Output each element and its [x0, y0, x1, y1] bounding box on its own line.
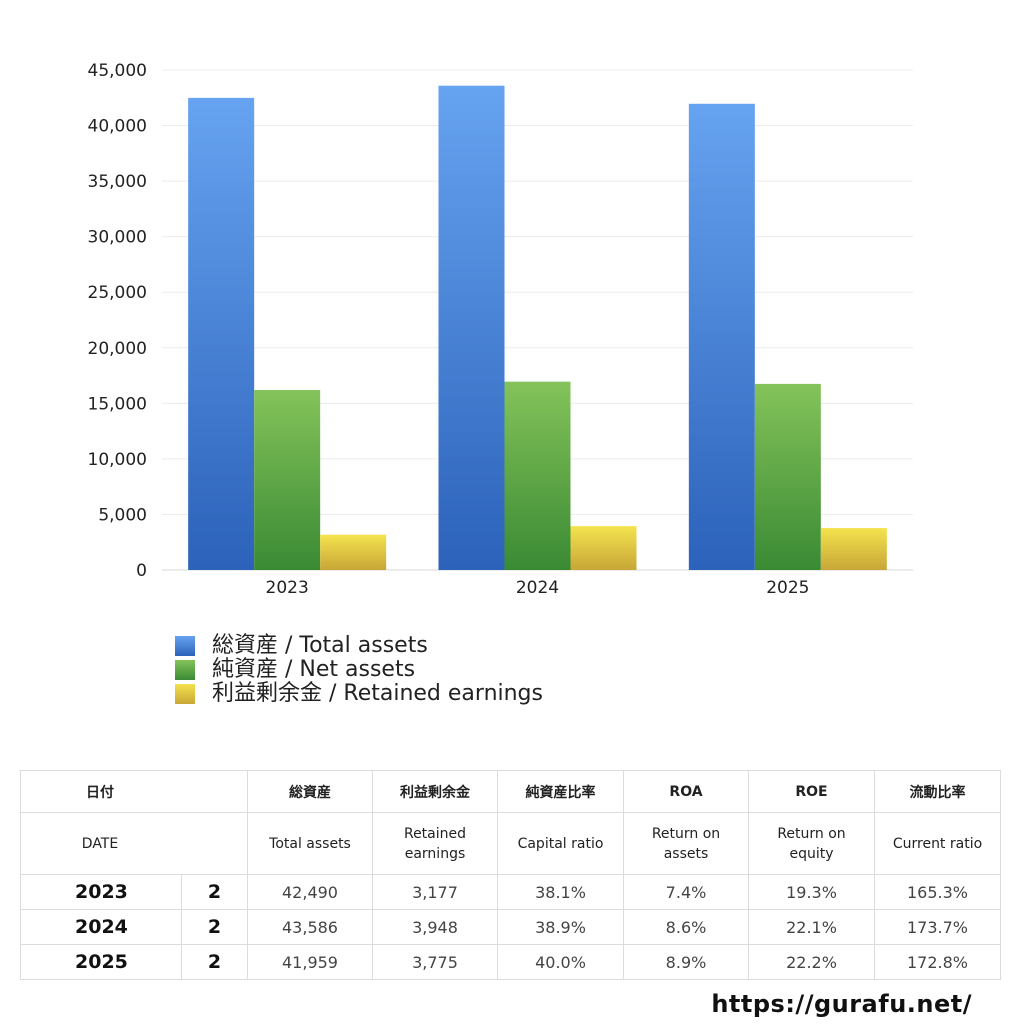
- table-row: 2025 2 41,959 3,775 40.0% 8.9% 22.2% 172…: [20, 944, 1001, 980]
- row-roa: 8.9%: [623, 944, 749, 980]
- legend-swatch-total-assets: [175, 636, 195, 656]
- row-period: 2: [181, 944, 248, 980]
- y-axis-ticks: 0 5,000 10,000 15,000 20,000 25,000 30,000 35,0…: [88, 61, 147, 581]
- y-tick-label: 0: [136, 561, 147, 581]
- y-tick-label: 45,000: [88, 61, 147, 81]
- row-roe: 19.3%: [748, 874, 875, 910]
- x-tick-label: 2023: [266, 578, 309, 598]
- row-capital-ratio: 40.0%: [497, 944, 624, 980]
- header-date-ja: 日付: [20, 770, 248, 813]
- bar-net-assets-2023: [254, 390, 321, 570]
- y-tick-label: 5,000: [98, 505, 147, 525]
- bar-net-assets-2025: [754, 383, 821, 570]
- metrics-table: 日付 総資産 利益剰余金 純資産比率 ROA ROE 流動比率 DATE Tot…: [20, 770, 1001, 980]
- table-header-en: DATE Total assets Retained earnings Capi…: [20, 812, 1001, 875]
- header-current-ratio-ja: 流動比率: [874, 770, 1001, 813]
- header-retained-en: Retained earnings: [372, 812, 498, 875]
- row-capital-ratio: 38.9%: [497, 909, 624, 945]
- x-tick-label: 2024: [516, 578, 559, 598]
- header-capital-ratio-en: Capital ratio: [497, 812, 624, 875]
- bar-total-assets-2025: [688, 103, 755, 571]
- row-year: 2025: [20, 944, 182, 980]
- y-tick-label: 30,000: [88, 228, 147, 248]
- bar-total-assets-2023: [188, 97, 255, 570]
- header-roe-en: Return on equity: [748, 812, 875, 875]
- legend-label-total-assets: 総資産 / Total assets: [212, 633, 428, 658]
- header-current-ratio-en: Current ratio: [874, 812, 1001, 875]
- header-roa-ja: ROA: [623, 770, 749, 813]
- y-tick-label: 15,000: [88, 394, 147, 414]
- table-header-ja: 日付 総資産 利益剰余金 純資産比率 ROA ROE 流動比率: [20, 770, 1001, 813]
- row-roa: 7.4%: [623, 874, 749, 910]
- header-total-assets-ja: 総資産: [247, 770, 373, 813]
- header-capital-ratio-ja: 純資産比率: [497, 770, 624, 813]
- row-total-assets: 42,490: [247, 874, 373, 910]
- row-retained: 3,775: [372, 944, 498, 980]
- row-year: 2024: [20, 909, 182, 945]
- legend: 総資産 / Total assets 純資産 / Net assets 利益剰余…: [175, 634, 543, 706]
- row-retained: 3,177: [372, 874, 498, 910]
- bars: [188, 85, 887, 571]
- row-total-assets: 43,586: [247, 909, 373, 945]
- row-capital-ratio: 38.1%: [497, 874, 624, 910]
- y-tick-label: 20,000: [88, 339, 147, 359]
- legend-item-total-assets: 総資産 / Total assets: [175, 634, 543, 658]
- legend-swatch-retained-earnings: [175, 684, 195, 704]
- header-retained-ja: 利益剰余金: [372, 770, 498, 813]
- row-current-ratio: 172.8%: [874, 944, 1001, 980]
- row-roa: 8.6%: [623, 909, 749, 945]
- bar-retained-earnings-2025: [820, 528, 887, 570]
- legend-label-retained-earnings: 利益剰余金 / Retained earnings: [212, 681, 543, 706]
- legend-label-net-assets: 純資産 / Net assets: [212, 657, 416, 682]
- legend-swatch-net-assets: [175, 660, 195, 680]
- header-roa-en: Return on assets: [623, 812, 749, 875]
- legend-item-retained-earnings: 利益剰余金 / Retained earnings: [175, 682, 543, 706]
- row-roe: 22.1%: [748, 909, 875, 945]
- row-period: 2: [181, 909, 248, 945]
- table-row: 2024 2 43,586 3,948 38.9% 8.6% 22.1% 173…: [20, 909, 1001, 945]
- bar-net-assets-2024: [504, 381, 571, 570]
- y-tick-label: 40,000: [88, 117, 147, 137]
- header-date-en: DATE: [20, 812, 248, 875]
- x-axis-ticks: 2023 2024 2025: [266, 578, 810, 598]
- bar-total-assets-2024: [438, 85, 505, 570]
- y-tick-label: 10,000: [88, 450, 147, 470]
- bar-chart: 0 5,000 10,000 15,000 20,000 25,000 30,000 35,0…: [88, 61, 913, 598]
- row-year: 2023: [20, 874, 182, 910]
- table-row: 2023 2 42,490 3,177 38.1% 7.4% 19.3% 165…: [20, 874, 1001, 910]
- row-current-ratio: 165.3%: [874, 874, 1001, 910]
- header-total-assets-en: Total assets: [247, 812, 373, 875]
- row-period: 2: [181, 874, 248, 910]
- row-retained: 3,948: [372, 909, 498, 945]
- bar-retained-earnings-2024: [570, 526, 637, 570]
- bar-retained-earnings-2023: [320, 534, 387, 570]
- y-tick-label: 25,000: [88, 283, 147, 303]
- legend-item-net-assets: 純資産 / Net assets: [175, 658, 543, 682]
- row-total-assets: 41,959: [247, 944, 373, 980]
- row-current-ratio: 173.7%: [874, 909, 1001, 945]
- y-tick-label: 35,000: [88, 172, 147, 192]
- x-tick-label: 2025: [766, 578, 809, 598]
- footer-url: https://gurafu.net/: [711, 990, 972, 1018]
- header-roe-ja: ROE: [748, 770, 875, 813]
- row-roe: 22.2%: [748, 944, 875, 980]
